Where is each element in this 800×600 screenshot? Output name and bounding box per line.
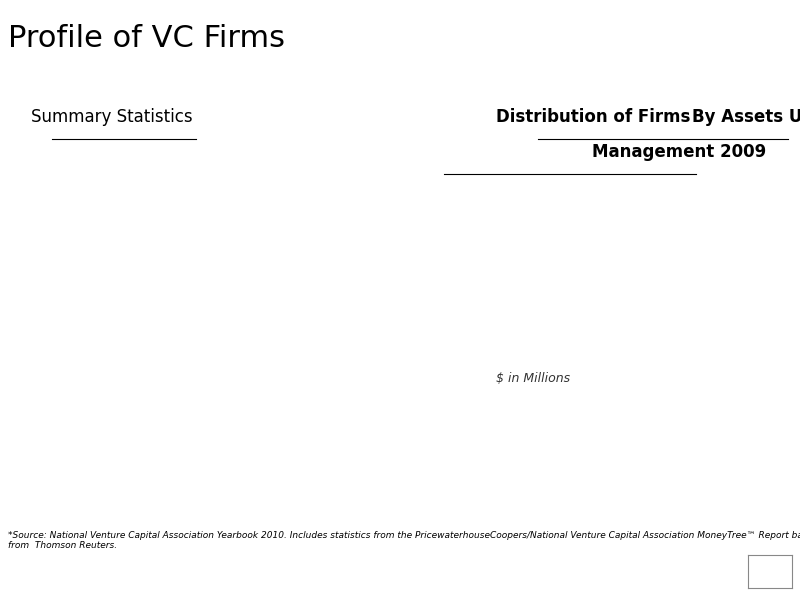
Text: Distribution of Firms: Distribution of Firms [496, 108, 690, 126]
Text: *Source: National Venture Capital Association Yearbook 2010. Includes statistics: *Source: National Venture Capital Associ… [8, 531, 800, 550]
Text: $ in Millions: $ in Millions [496, 372, 570, 385]
Text: Summary Statistics: Summary Statistics [31, 108, 193, 126]
Text: BOSTON: BOSTON [19, 555, 69, 565]
Text: By Assets Under: By Assets Under [692, 108, 800, 126]
Text: Management 2009: Management 2009 [592, 143, 766, 161]
Text: Profile of VC Firms: Profile of VC Firms [8, 24, 285, 53]
Text: UNIVERSITY: UNIVERSITY [16, 571, 72, 580]
